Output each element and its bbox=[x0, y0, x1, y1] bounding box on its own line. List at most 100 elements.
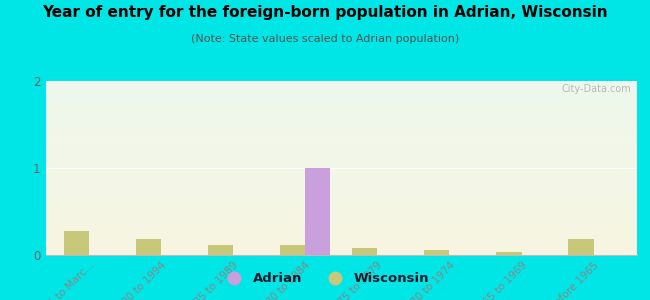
Bar bbox=[46, 159, 637, 161]
Bar bbox=[46, 168, 637, 170]
Bar bbox=[46, 220, 637, 222]
Bar bbox=[46, 251, 637, 253]
Bar bbox=[46, 185, 637, 187]
Bar bbox=[46, 85, 637, 86]
Bar bbox=[46, 205, 637, 206]
Bar bbox=[46, 81, 637, 83]
Bar bbox=[46, 140, 637, 142]
Bar bbox=[46, 144, 637, 146]
Bar bbox=[46, 250, 637, 251]
Text: (Note: State values scaled to Adrian population): (Note: State values scaled to Adrian pop… bbox=[191, 34, 459, 44]
Bar bbox=[46, 83, 637, 85]
Bar bbox=[46, 231, 637, 233]
Bar bbox=[46, 217, 637, 218]
Bar bbox=[46, 158, 637, 159]
Bar bbox=[46, 93, 637, 95]
Bar bbox=[46, 107, 637, 109]
Legend: Adrian, Wisconsin: Adrian, Wisconsin bbox=[216, 267, 434, 290]
Bar bbox=[46, 184, 637, 185]
Bar bbox=[46, 175, 637, 177]
Bar bbox=[497, 252, 521, 255]
Bar bbox=[46, 225, 637, 227]
Bar bbox=[46, 243, 637, 244]
Bar bbox=[208, 244, 233, 255]
Bar bbox=[46, 149, 637, 151]
Bar bbox=[46, 213, 637, 215]
Bar bbox=[46, 189, 637, 190]
Bar bbox=[46, 156, 637, 158]
Bar bbox=[46, 135, 637, 137]
Bar bbox=[46, 190, 637, 192]
Bar bbox=[46, 111, 637, 112]
Bar bbox=[46, 88, 637, 90]
Bar bbox=[569, 239, 593, 255]
Bar bbox=[46, 102, 637, 104]
Bar bbox=[46, 194, 637, 196]
Bar bbox=[46, 182, 637, 184]
Bar bbox=[46, 170, 637, 172]
Bar bbox=[46, 173, 637, 175]
Bar bbox=[46, 142, 637, 144]
Bar bbox=[46, 199, 637, 201]
Bar bbox=[46, 203, 637, 205]
Bar bbox=[46, 196, 637, 198]
Bar bbox=[46, 238, 637, 239]
Bar bbox=[46, 187, 637, 189]
Bar bbox=[46, 131, 637, 133]
Bar bbox=[46, 114, 637, 116]
Text: City-Data.com: City-Data.com bbox=[562, 85, 631, 94]
Bar bbox=[46, 147, 637, 149]
Bar bbox=[46, 180, 637, 182]
Bar bbox=[46, 121, 637, 123]
Bar bbox=[46, 248, 637, 250]
Bar bbox=[46, 103, 637, 105]
Bar bbox=[46, 177, 637, 178]
Bar bbox=[46, 232, 637, 234]
Bar bbox=[46, 244, 637, 246]
Bar bbox=[46, 206, 637, 208]
Bar bbox=[46, 100, 637, 102]
Bar bbox=[46, 116, 637, 118]
Bar bbox=[46, 178, 637, 180]
Bar bbox=[46, 222, 637, 224]
Bar bbox=[46, 130, 637, 131]
Bar bbox=[46, 126, 637, 128]
Bar bbox=[46, 137, 637, 138]
Bar bbox=[46, 246, 637, 248]
Bar bbox=[46, 198, 637, 199]
Bar bbox=[136, 239, 161, 255]
Bar bbox=[64, 231, 89, 255]
Bar bbox=[46, 112, 637, 114]
Bar bbox=[46, 97, 637, 98]
Bar bbox=[46, 86, 637, 88]
Bar bbox=[46, 128, 637, 130]
Bar bbox=[46, 90, 637, 92]
Bar bbox=[46, 210, 637, 212]
Bar bbox=[46, 201, 637, 203]
Bar bbox=[46, 218, 637, 220]
Bar bbox=[46, 229, 637, 231]
Bar bbox=[46, 151, 637, 152]
Bar bbox=[46, 95, 637, 97]
Bar bbox=[46, 234, 637, 236]
Bar bbox=[46, 208, 637, 210]
Bar bbox=[46, 236, 637, 238]
Bar bbox=[280, 244, 305, 255]
Bar bbox=[46, 146, 637, 147]
Bar bbox=[46, 215, 637, 217]
Bar bbox=[46, 224, 637, 225]
Bar bbox=[352, 248, 377, 255]
Bar bbox=[46, 253, 637, 255]
Bar bbox=[424, 250, 449, 255]
Bar bbox=[46, 241, 637, 243]
Bar bbox=[46, 105, 637, 107]
Bar bbox=[46, 123, 637, 124]
Bar bbox=[46, 119, 637, 121]
Bar bbox=[46, 138, 637, 140]
Bar bbox=[46, 163, 637, 164]
Bar bbox=[46, 161, 637, 163]
Bar bbox=[306, 168, 330, 255]
Bar bbox=[46, 172, 637, 173]
Bar bbox=[46, 166, 637, 168]
Bar bbox=[46, 109, 637, 111]
